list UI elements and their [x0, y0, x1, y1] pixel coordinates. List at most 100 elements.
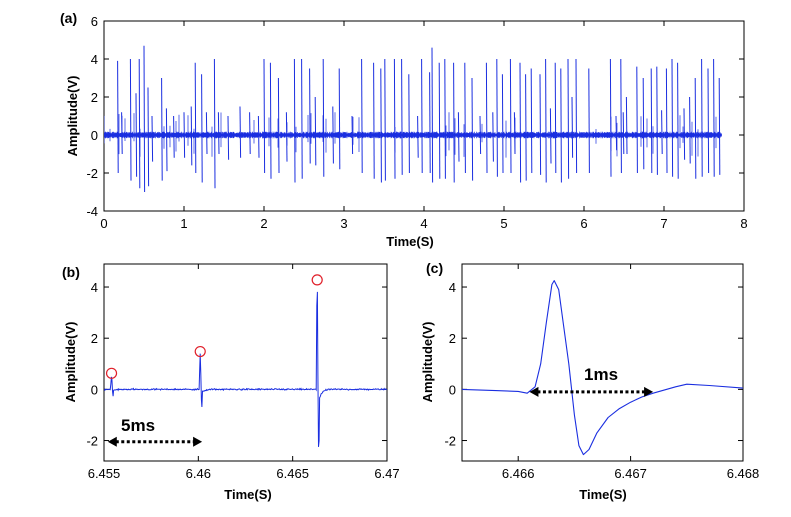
panel-a-spike-66	[567, 58, 570, 179]
panel-a-spike-56	[509, 58, 512, 174]
panel-b-arrow-head-left	[107, 436, 117, 447]
panel-a-spike-87	[707, 68, 710, 174]
panel-c-ytick-label-1: 0	[449, 382, 456, 397]
panel-c-signal	[462, 280, 743, 456]
panel-b-signal	[104, 291, 387, 447]
panel-a-spike-54	[496, 58, 498, 177]
panel-b-ticks: 6.455 6.46 6.465 6.47 -2 0 2 4	[86, 264, 400, 481]
panel-a-spike-78	[656, 66, 658, 175]
panel-a-xtick-label-0: 0	[100, 216, 107, 231]
panel-c-ytick-label-2: 2	[449, 331, 456, 346]
panel-a-spike-75	[636, 66, 638, 174]
panel-a-noise-band	[104, 112, 722, 158]
panel-a-spike-60	[530, 68, 533, 174]
panel-a-spike-39	[401, 58, 403, 175]
panel-a-spike-32	[338, 68, 341, 170]
panel-a-spike-34	[361, 58, 363, 174]
panel-a-spike-20	[249, 112, 251, 155]
panel-a-ytick-label-3: 2	[91, 90, 98, 105]
panel-a-spike-2	[129, 58, 132, 181]
panel-a-spike-80	[665, 68, 668, 174]
panel-c-ticks: 6.466 6.467 6.468 -2 0 2 4	[444, 264, 759, 481]
panel-a-spike-53	[492, 112, 494, 162]
panel-a-ticks: 0 1 2 3 4 5 6 7 8 -4 -2 0 2 4 6	[86, 14, 747, 231]
panel-a-spike-5	[143, 45, 146, 193]
panel-a-spike-25	[285, 112, 288, 162]
panel-a-xtick-label-2: 2	[260, 216, 267, 231]
panel-a-spike-51	[479, 115, 482, 155]
panel-a-spike-65	[560, 68, 562, 183]
panel-a-spike-61	[539, 74, 542, 175]
panel-a-spike-27	[301, 58, 303, 179]
panel-c-xtick-label-0: 6.466	[502, 466, 535, 481]
panel-a-spike-14	[201, 74, 203, 183]
panel-c-xlabel: Time(S)	[579, 487, 626, 502]
panel-c: 6.466 6.467 6.468 -2 0 2 4 1ms (c) Time(S) Amp…	[420, 260, 759, 502]
panel-a-label: (a)	[60, 10, 77, 26]
panel-b-xtick-label-3: 6.47	[374, 466, 399, 481]
panel-b-annotation	[107, 436, 203, 447]
panel-b-peak-marker-0	[105, 367, 118, 379]
panel-a-spike-40	[408, 74, 410, 174]
panel-a-spike-13	[194, 62, 197, 174]
panel-a-xtick-label-5: 5	[500, 216, 507, 231]
panel-a-spike-74	[625, 96, 628, 155]
panel-a-spike-85	[694, 77, 697, 179]
panel-a-spike-38	[393, 58, 396, 179]
panel-b-frame	[103, 263, 388, 462]
panel-a-spike-12	[190, 106, 193, 166]
panel-b-ytick-label-3: 4	[91, 280, 98, 295]
panel-a-spike-37	[384, 58, 386, 181]
panel-c-ytick-label-3: 4	[449, 280, 456, 295]
panel-b-ylabel: Amplitude(V)	[63, 322, 78, 403]
panel-a-spike-28	[309, 68, 311, 164]
panel-a-spike-64	[554, 62, 557, 174]
panel-a-spike-7	[151, 115, 154, 162]
panel-a-spike-89	[718, 77, 721, 175]
panel-a-spike-71	[615, 115, 618, 151]
panel-a-xtick-label-7: 7	[660, 216, 667, 231]
panel-a-spike-30	[322, 58, 325, 177]
panel-c-annotation	[529, 386, 654, 397]
panel-a-spike-23	[269, 62, 272, 179]
panel-b-waveform	[104, 291, 387, 447]
panel-b-ytick-label-1: 0	[91, 382, 98, 397]
panel-a-spike-44	[431, 47, 434, 183]
panel-a-spike-9	[165, 108, 168, 172]
panel-a-spike-18	[227, 115, 230, 160]
panel-a-spike-59	[525, 74, 527, 181]
panel-a-spike-52	[485, 62, 488, 174]
panel-a-spike-19	[239, 106, 242, 158]
panel-b-peak-markers	[105, 274, 323, 379]
panel-c-waveform	[462, 280, 743, 456]
panel-c-arrow-head-left	[529, 386, 539, 397]
panel-a-xtick-label-4: 4	[420, 216, 427, 231]
panel-a: 0 1 2 3 4 5 6 7 8 -4 -2 0 2 4 6 (a) Time(S) Amplitude(…	[60, 10, 748, 249]
panel-c-xtick-label-1: 6.467	[614, 466, 647, 481]
panel-b-peak-marker-2	[311, 274, 323, 286]
panel-a-spike-50	[471, 77, 474, 181]
panel-a-spike-6	[147, 87, 150, 187]
panel-a-spike-8	[161, 77, 163, 181]
panel-c-ylabel: Amplitude(V)	[420, 322, 435, 403]
panel-a-spike-49	[464, 62, 466, 174]
panel-a-spike-43	[429, 72, 431, 174]
panel-b-arrow-head-right	[193, 436, 203, 447]
panel-a-spike-46	[444, 58, 446, 179]
panel-a-spike-47	[453, 62, 455, 183]
panel-a-spike-72	[620, 58, 622, 174]
panel-a-spike-24	[277, 77, 280, 174]
panel-a-spike-77	[650, 68, 653, 174]
panel-a-spike-35	[373, 62, 375, 179]
panel-b-xtick-label-2: 6.465	[276, 466, 309, 481]
panel-c-frame	[461, 263, 744, 462]
panel-a-spike-69	[588, 68, 590, 174]
panel-a-spike-70	[609, 58, 612, 177]
panel-a-spike-3	[135, 93, 138, 177]
panel-a-spike-31	[332, 106, 334, 164]
panel-a-spike-17	[217, 112, 220, 155]
panel-a-spike-22	[263, 58, 266, 174]
panel-b-xtick-label-1: 6.46	[186, 466, 211, 481]
panel-a-spike-76	[642, 77, 645, 170]
